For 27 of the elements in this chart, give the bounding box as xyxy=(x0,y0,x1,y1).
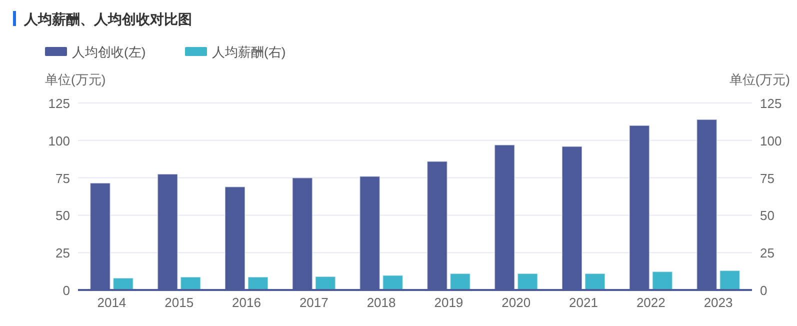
x-tick-label: 2015 xyxy=(164,295,194,310)
y-tick-label: 100 xyxy=(48,133,70,148)
y-tick-label: 0 xyxy=(62,283,70,298)
x-tick-label: 2014 xyxy=(97,295,126,310)
x-tick-label: 2021 xyxy=(569,295,598,310)
y-tick-label: 50 xyxy=(56,208,70,224)
y2-tick-label: 100 xyxy=(760,133,782,148)
y2-axis-title: 单位(万元) xyxy=(729,72,790,87)
x-tick-label: 2022 xyxy=(636,295,666,310)
y2-tick-label: 0 xyxy=(760,283,768,298)
x-tick-label: 2017 xyxy=(299,295,328,310)
y-axis-title: 单位(万元) xyxy=(45,72,106,87)
y-tick-label: 75 xyxy=(56,170,70,186)
chart-title: 人均薪酬、人均创收对比图 xyxy=(23,11,192,27)
y2-tick-label: 75 xyxy=(760,170,774,186)
y-tick-label: 125 xyxy=(48,96,70,111)
x-tick-label: 2023 xyxy=(704,295,733,310)
y2-tick-label: 125 xyxy=(760,96,782,111)
legend-label: 人均创收(左) xyxy=(72,44,146,60)
x-tick-label: 2020 xyxy=(502,295,531,310)
y2-tick-label: 25 xyxy=(760,246,774,261)
legend-label: 人均薪酬(右) xyxy=(212,44,286,60)
y-tick-label: 25 xyxy=(56,246,70,261)
x-tick-label: 2018 xyxy=(366,295,396,310)
y2-tick-label: 50 xyxy=(760,208,774,224)
x-tick-label: 2016 xyxy=(232,295,261,310)
x-tick-label: 2019 xyxy=(434,295,464,310)
